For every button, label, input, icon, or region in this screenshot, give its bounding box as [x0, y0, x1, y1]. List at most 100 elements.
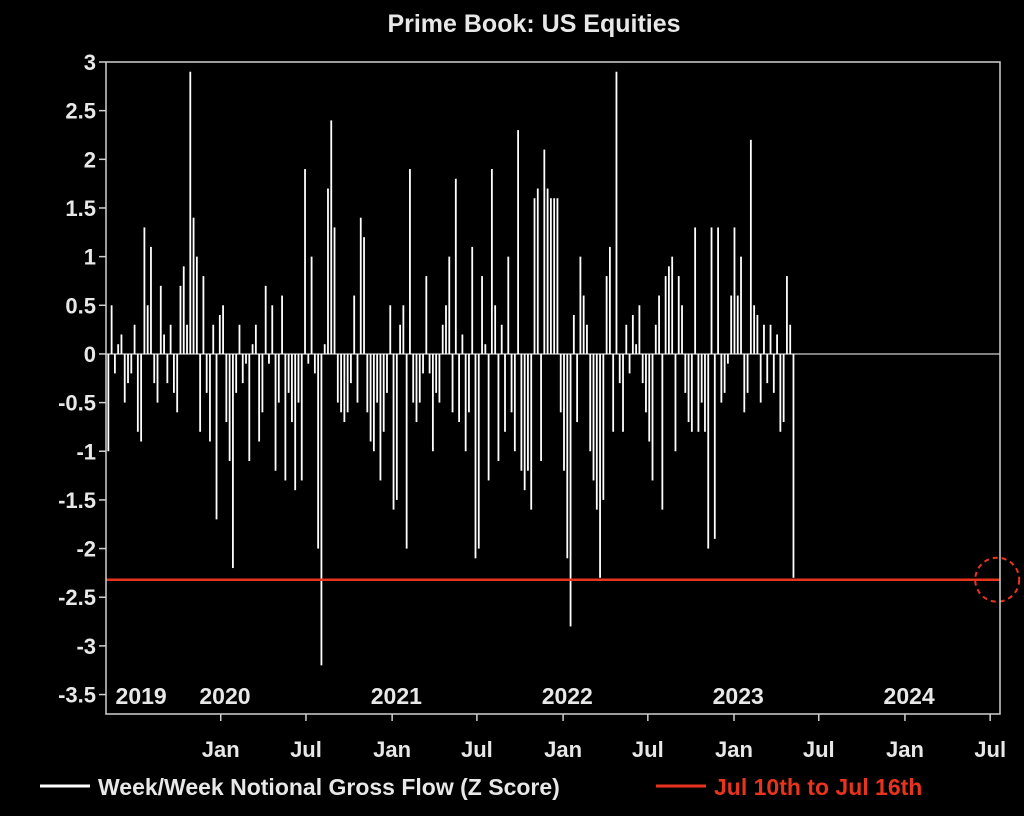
bar: [527, 353, 529, 471]
bar: [451, 353, 454, 413]
bar: [599, 353, 601, 578]
bar: [323, 344, 326, 354]
bar: [582, 295, 585, 354]
bar: [179, 285, 182, 354]
bar: [654, 324, 657, 354]
bar: [690, 353, 693, 432]
bar: [274, 353, 277, 471]
bar: [356, 353, 359, 403]
bar: [461, 334, 464, 354]
bar: [477, 353, 480, 549]
bar: [638, 305, 641, 354]
bar: [241, 353, 244, 384]
year-label: 2021: [371, 683, 422, 709]
bar: [395, 353, 398, 500]
bar: [258, 353, 261, 442]
bar: [668, 266, 670, 354]
y-tick-label: -0.5: [58, 391, 96, 416]
bar: [435, 353, 438, 393]
bar: [704, 353, 706, 432]
x-tick-label: Jan: [544, 737, 582, 762]
bar: [523, 353, 526, 491]
bar: [681, 305, 683, 354]
y-tick-label: -2: [76, 537, 96, 562]
y-tick-label: 0.5: [65, 293, 96, 318]
bar: [422, 353, 424, 374]
bar: [327, 188, 329, 354]
bar: [464, 353, 467, 452]
bar: [481, 276, 483, 354]
bar: [202, 276, 205, 354]
bar: [500, 324, 503, 354]
bar: [625, 324, 628, 354]
bar: [458, 353, 460, 423]
bar: [271, 305, 274, 354]
bar: [448, 256, 451, 354]
bar: [517, 130, 520, 354]
bar: [602, 353, 605, 500]
bar: [277, 353, 280, 403]
bar: [720, 353, 723, 403]
bar: [536, 188, 539, 354]
bar: [615, 71, 618, 354]
bar: [313, 353, 316, 374]
bar: [238, 324, 241, 354]
bar: [474, 353, 477, 559]
bar: [566, 353, 569, 559]
bar: [340, 353, 342, 413]
bar: [346, 353, 349, 413]
bar: [786, 276, 788, 354]
bar: [618, 353, 621, 384]
bar: [392, 353, 395, 510]
bar: [556, 198, 559, 354]
bar: [245, 353, 247, 364]
bar: [133, 324, 136, 354]
bar: [405, 353, 408, 549]
bar: [261, 353, 264, 413]
bar: [350, 353, 352, 384]
bar: [199, 353, 202, 432]
bar: [586, 324, 588, 354]
x-tick-label: Jul: [974, 737, 1006, 762]
bar: [110, 305, 113, 354]
y-tick-label: -1.5: [58, 488, 96, 513]
bar: [212, 324, 215, 354]
bar: [713, 353, 716, 539]
bar: [228, 353, 231, 461]
bar: [114, 353, 116, 374]
bar: [353, 295, 356, 354]
bar: [546, 188, 549, 354]
bar: [454, 178, 457, 354]
bar: [215, 353, 218, 520]
bar: [317, 353, 320, 549]
bar: [130, 353, 133, 374]
bar: [494, 305, 497, 354]
bar: [143, 227, 146, 354]
bar: [120, 334, 123, 354]
bar: [173, 353, 175, 393]
bar: [609, 246, 611, 354]
bar: [677, 276, 680, 354]
bar: [645, 353, 647, 413]
bar: [730, 295, 733, 354]
bar: [684, 353, 687, 393]
bar: [192, 217, 195, 354]
year-label: 2019: [116, 683, 167, 709]
bar: [756, 315, 759, 354]
bar: [763, 324, 765, 354]
bar: [225, 353, 228, 423]
bar: [628, 353, 631, 374]
bar: [687, 353, 690, 423]
bar: [189, 71, 192, 354]
x-tick-label: Jan: [202, 737, 240, 762]
bar: [300, 353, 303, 481]
bar: [140, 353, 143, 442]
bar: [366, 353, 369, 413]
bar: [218, 315, 221, 354]
bar: [235, 353, 238, 393]
y-tick-label: -3.5: [58, 683, 96, 708]
bar: [487, 353, 490, 481]
bar: [605, 276, 608, 354]
legend: Week/Week Notional Gross Flow (Z Score) …: [40, 774, 922, 800]
bar: [232, 353, 234, 569]
